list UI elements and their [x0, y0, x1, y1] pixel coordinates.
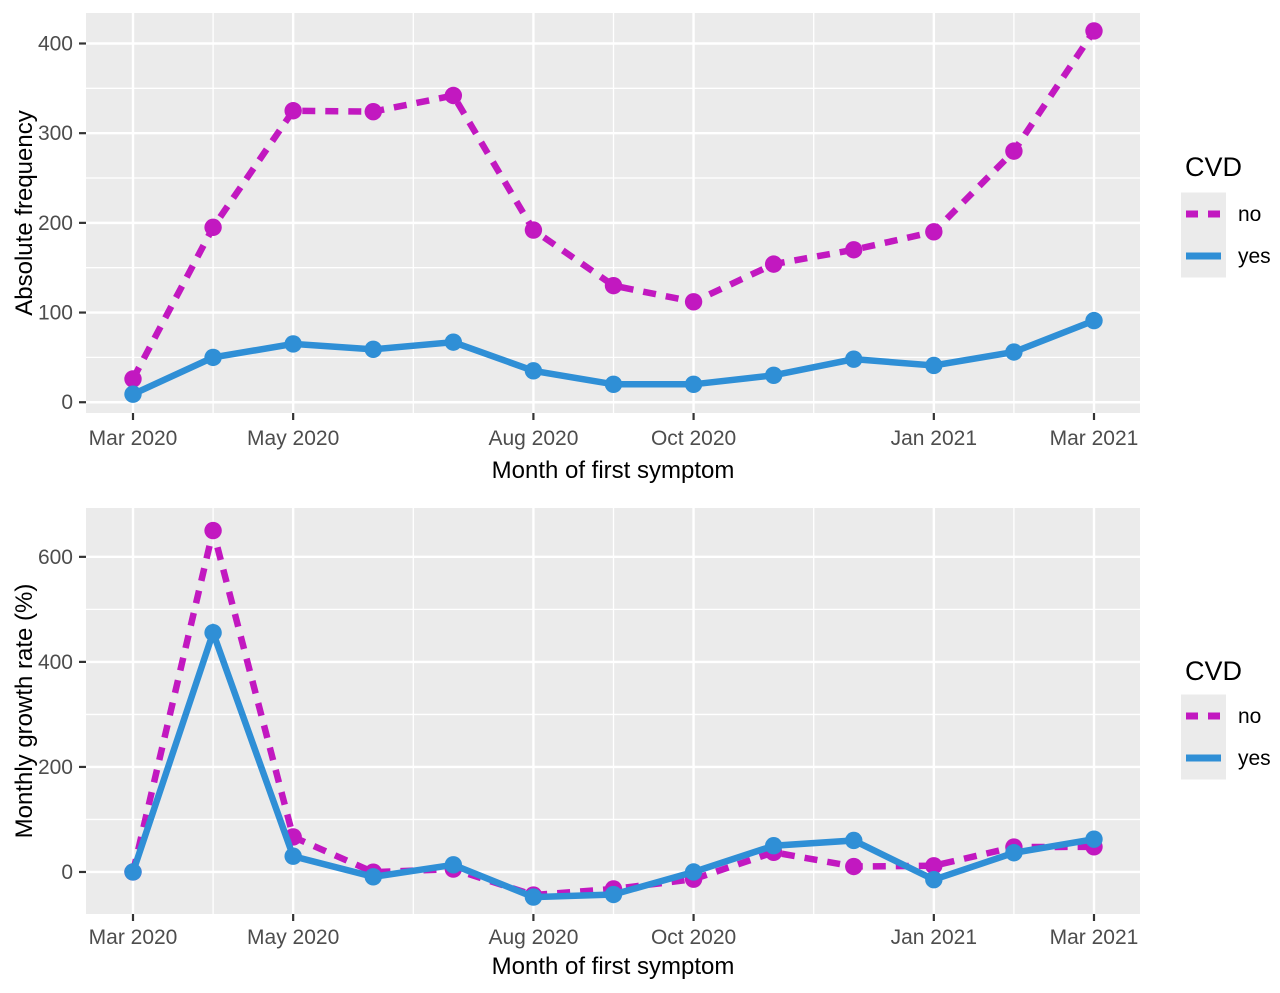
absolute-frequency-chart: Mar 2020 May 2020 Aug 2020 Oct 2020 Jan 2021… — [11, 13, 1271, 484]
data-point-yes — [444, 856, 463, 874]
legend-label-yes: yes — [1238, 245, 1271, 268]
y-tick-label: 600 — [38, 546, 73, 569]
y-tick-label: 300 — [38, 122, 73, 145]
y-axis-title: Absolute frequency — [11, 110, 38, 315]
legend-label-no: no — [1238, 203, 1261, 226]
data-point-yes — [204, 623, 222, 642]
data-point-no — [764, 255, 783, 273]
data-point-no — [684, 293, 703, 311]
legend-label-no: no — [1238, 705, 1261, 728]
x-tick-label: Mar 2020 — [89, 427, 178, 450]
data-point-yes — [845, 350, 863, 368]
y-tick-label: 0 — [61, 391, 73, 414]
data-point-no — [925, 857, 943, 875]
data-point-yes — [764, 837, 783, 855]
data-point-no — [124, 370, 142, 388]
y-tick-label: 400 — [38, 651, 73, 674]
data-point-yes — [1085, 830, 1103, 848]
data-point-no — [284, 102, 302, 120]
x-tick-label: Mar 2021 — [1050, 427, 1139, 450]
x-axis-title: Month of first symptom — [492, 953, 735, 980]
y-tick-label: 100 — [38, 302, 73, 325]
x-tick-label: Jan 2021 — [891, 926, 977, 949]
x-tick-label: Mar 2021 — [1050, 926, 1139, 949]
data-point-yes — [444, 333, 463, 351]
data-point-yes — [124, 863, 142, 881]
data-point-yes — [204, 348, 222, 367]
data-point-yes — [524, 362, 543, 380]
legend-title: CVD — [1185, 152, 1242, 182]
data-point-no — [204, 521, 222, 540]
data-point-yes — [764, 366, 783, 385]
data-point-no — [925, 223, 943, 241]
legend-label-yes: yes — [1238, 747, 1271, 770]
y-tick-label: 200 — [38, 756, 73, 779]
x-tick-label: Oct 2020 — [651, 926, 736, 949]
data-point-yes — [845, 831, 863, 850]
data-point-no — [444, 86, 463, 105]
x-tick-label: May 2020 — [247, 926, 339, 949]
data-point-yes — [364, 868, 382, 886]
data-point-no — [364, 102, 382, 121]
data-point-yes — [1085, 311, 1103, 330]
data-point-yes — [124, 385, 142, 403]
data-point-yes — [684, 375, 703, 394]
x-tick-label: Aug 2020 — [488, 427, 578, 450]
data-point-no — [1085, 22, 1103, 40]
data-point-no — [204, 218, 222, 237]
y-tick-label: 0 — [61, 861, 73, 884]
data-point-no — [845, 241, 863, 259]
data-point-yes — [284, 335, 302, 353]
data-point-yes — [604, 375, 623, 394]
x-tick-label: Jan 2021 — [891, 427, 977, 450]
data-point-yes — [1005, 844, 1023, 862]
data-point-yes — [524, 888, 543, 906]
y-axis-title: Monthly growth rate (%) — [11, 584, 38, 839]
data-point-yes — [925, 870, 943, 889]
data-point-yes — [284, 847, 302, 865]
data-point-yes — [364, 340, 382, 359]
y-tick-label: 400 — [38, 32, 73, 55]
data-point-no — [524, 221, 543, 239]
data-point-no — [1005, 142, 1023, 160]
y-tick-label: 200 — [38, 212, 73, 235]
monthly-growth-rate-chart: Mar 2020 May 2020 Aug 2020 Oct 2020 Jan 2021… — [0, 497, 1280, 993]
absolute-frequency-chart-svg: Mar 2020 May 2020 Aug 2020 Oct 2020 Jan 2021… — [11, 13, 1271, 484]
x-tick-label: May 2020 — [247, 427, 339, 450]
x-tick-label: Oct 2020 — [651, 427, 736, 450]
data-point-yes — [1005, 343, 1023, 361]
data-point-no — [845, 857, 863, 876]
x-axis-title: Month of first symptom — [492, 457, 735, 484]
legend-title: CVD — [1185, 656, 1242, 686]
data-point-yes — [925, 356, 943, 375]
x-tick-label: Aug 2020 — [488, 926, 578, 949]
data-point-yes — [604, 885, 623, 904]
monthly-growth-rate-chart-svg: Mar 2020 May 2020 Aug 2020 Oct 2020 Jan 2021… — [11, 508, 1271, 980]
x-tick-label: Mar 2020 — [89, 926, 178, 949]
data-point-no — [604, 276, 623, 295]
data-point-yes — [684, 863, 703, 881]
